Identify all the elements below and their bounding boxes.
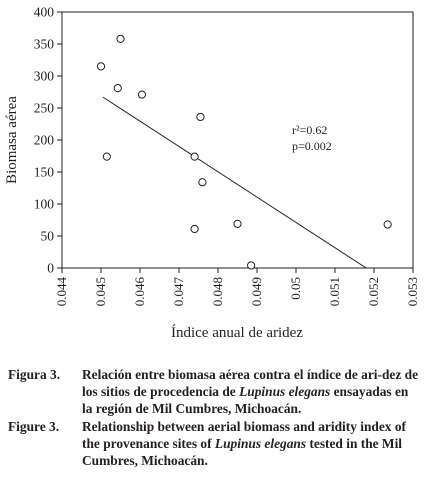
x-tick-label: 0.051 bbox=[327, 277, 342, 306]
y-tick-label: 400 bbox=[34, 5, 55, 20]
data-point bbox=[196, 112, 205, 122]
x-tick-label: 0.047 bbox=[171, 277, 186, 307]
data-point bbox=[190, 224, 199, 234]
y-tick-label: 200 bbox=[34, 133, 55, 148]
y-axis-label: Biomasa aérea bbox=[4, 96, 20, 184]
data-point bbox=[247, 261, 256, 270]
data-point bbox=[233, 219, 242, 228]
species-name: Lupinus elegans bbox=[214, 435, 307, 451]
figure-captions: Figura 3. Relación entre biomasa aérea c… bbox=[8, 366, 420, 469]
y-tick-label: 300 bbox=[34, 69, 55, 84]
data-points bbox=[96, 34, 392, 270]
y-tick-label: 100 bbox=[34, 197, 55, 212]
y-tick-label: 250 bbox=[34, 101, 55, 116]
data-point bbox=[116, 34, 125, 43]
x-tick-label: 0.045 bbox=[93, 277, 108, 306]
caption-spanish: Figura 3. Relación entre biomasa aérea c… bbox=[8, 366, 420, 418]
data-point bbox=[198, 178, 207, 187]
data-point bbox=[96, 62, 106, 71]
trendline-group bbox=[102, 96, 367, 269]
data-point bbox=[102, 152, 111, 161]
caption-text: Relationship between aerial biomass and … bbox=[82, 418, 406, 469]
data-point bbox=[383, 220, 392, 229]
caption-english: Figure 3. Relationship between aerial bi… bbox=[8, 418, 420, 470]
plot-frame bbox=[61, 11, 414, 269]
data-point bbox=[190, 152, 199, 161]
caption-label: Figura 3. bbox=[8, 367, 61, 382]
x-tick-label: 0.044 bbox=[54, 277, 69, 307]
y-axis: 0 50 100 150 200 250 300 350 400 bbox=[34, 5, 62, 276]
x-tick-label: 0.05 bbox=[288, 277, 303, 300]
species-name: Lupinus elegans bbox=[239, 384, 331, 400]
caption-label: Figure 3. bbox=[8, 418, 60, 434]
y-tick-label: 50 bbox=[41, 229, 55, 244]
data-point bbox=[113, 84, 122, 93]
annotation-r2: r²=0.62 bbox=[292, 123, 327, 137]
data-point bbox=[137, 90, 147, 99]
x-axis-label: Índice anual de aridez bbox=[171, 324, 303, 341]
x-tick-label: 0.049 bbox=[249, 277, 264, 306]
x-tick-label: 0.053 bbox=[405, 277, 420, 306]
scatter-chart: 0.044 0.045 0.046 0.047 0.048 0.049 0.05 0.051 0… bbox=[4, 5, 420, 342]
caption-text: Relación entre biomasa aérea contra el í… bbox=[82, 367, 419, 417]
y-tick-label: 350 bbox=[34, 37, 55, 52]
trendline bbox=[102, 96, 367, 269]
x-tick-label: 0.048 bbox=[210, 277, 225, 306]
annotation-p: p=0.002 bbox=[292, 139, 332, 153]
y-tick-label: 150 bbox=[34, 165, 55, 180]
x-tick-label: 0.052 bbox=[366, 277, 381, 306]
x-axis: 0.044 0.045 0.046 0.047 0.048 0.049 0.05 0.051 0… bbox=[54, 268, 420, 306]
y-tick-label: 0 bbox=[47, 261, 54, 276]
x-tick-label: 0.046 bbox=[132, 277, 147, 307]
